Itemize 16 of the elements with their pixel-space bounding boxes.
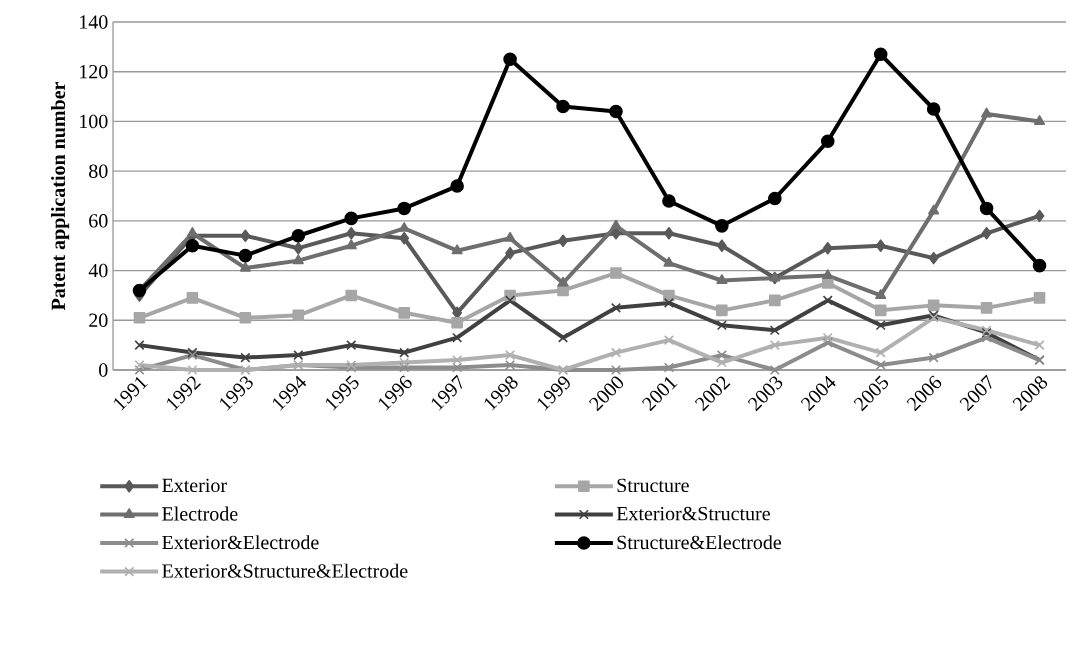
y-tick-label: 80 (89, 164, 108, 178)
y-tick-label: 20 (89, 313, 108, 328)
legend-label: Exterior (162, 478, 227, 493)
legend-label: Electrode (162, 506, 238, 521)
y-tick-label: 60 (89, 214, 108, 228)
y-tick-label: 120 (80, 64, 108, 79)
legend-label: Structure (617, 478, 689, 493)
legend-label: Structure&Electrode (617, 535, 782, 550)
legend-label: Exterior&Electrode (162, 535, 319, 550)
y-tick-label: 140 (80, 15, 108, 29)
y-tick-label: 100 (80, 114, 108, 129)
y-tick-label: 40 (88, 263, 108, 278)
y-tick-label: 0 (99, 363, 108, 377)
legend-label: Exterior&Structure&Electrode (162, 563, 408, 578)
legend-label: Exterior&Structure (616, 506, 770, 521)
y-axis-title: Patent application number (51, 82, 70, 311)
